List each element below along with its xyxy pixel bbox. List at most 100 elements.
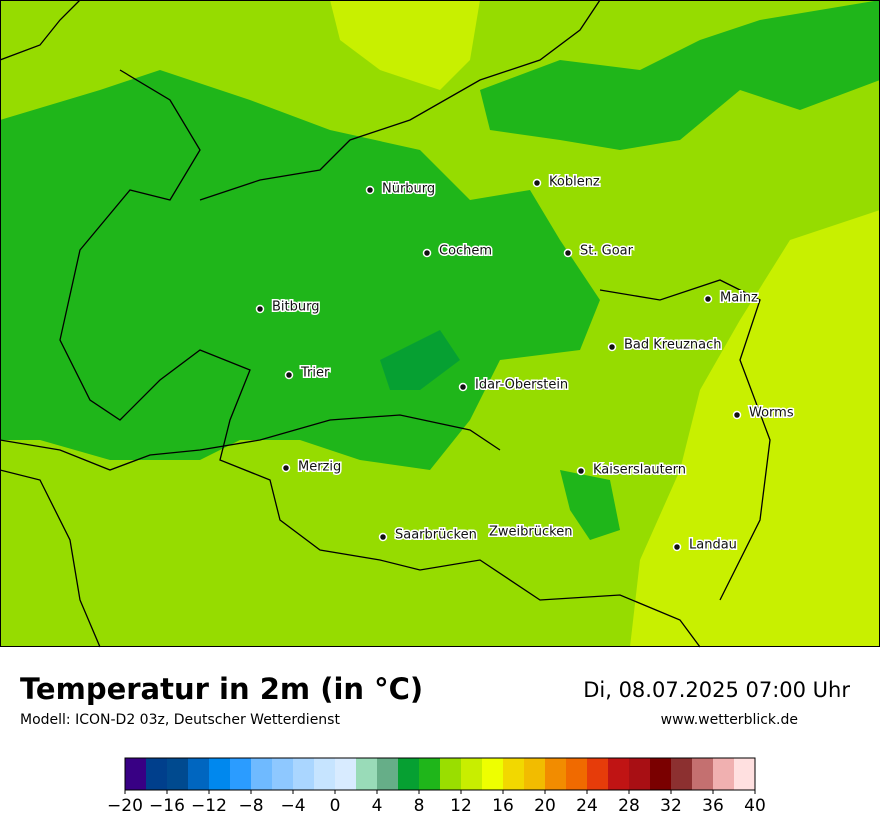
colorbar-segment — [377, 758, 399, 790]
city: Koblenz — [532, 173, 601, 191]
colorbar-segment — [314, 758, 336, 790]
city-label: St. Goar — [580, 244, 634, 259]
colorbar-segment — [734, 758, 756, 790]
colorbar-tick-label: 36 — [702, 796, 724, 816]
colorbar-segment — [713, 758, 735, 790]
city-dot — [607, 342, 617, 352]
colorbar-segment — [440, 758, 462, 790]
colorbar-segment — [230, 758, 252, 790]
border — [0, 414, 501, 471]
colorbar-segment — [188, 758, 210, 790]
city-label: Trier — [300, 366, 330, 381]
colorbar-segment — [671, 758, 693, 790]
border — [599, 279, 771, 601]
colorbar-tick-label: 16 — [492, 796, 514, 816]
city: Bitburg — [255, 298, 321, 316]
cool-area — [560, 470, 620, 540]
city-label: Koblenz — [549, 175, 600, 190]
colorbar-segment — [419, 758, 441, 790]
colorbar-tick-label: 12 — [450, 796, 472, 816]
map: Nürburg Koblenz Cochem St. Goar Bitburg … — [0, 0, 880, 648]
city: St. Goar — [563, 242, 635, 260]
colorbar-segment — [587, 758, 609, 790]
colorbar-segment — [524, 758, 546, 790]
colorbar-segment — [272, 758, 294, 790]
colorbar-tick-label: 0 — [330, 796, 341, 816]
colorbar-tick-label: −4 — [280, 796, 305, 816]
city-dot — [563, 248, 573, 258]
city-dot — [732, 410, 742, 420]
city-dot — [422, 248, 432, 258]
colorbar-segment — [398, 758, 420, 790]
city-label: Bad Kreuznach — [624, 338, 722, 353]
cool-area — [380, 330, 460, 390]
colorbar-tick-label: 40 — [744, 796, 766, 816]
city-dot — [672, 542, 682, 552]
city: Zweibrücken — [488, 523, 574, 541]
city-dot — [703, 294, 713, 304]
city: Kaiserslautern — [576, 461, 688, 479]
colorbar-segment — [650, 758, 672, 790]
city-dot — [255, 304, 265, 314]
city: Mainz — [703, 289, 760, 307]
border — [199, 0, 601, 201]
city-dot — [458, 382, 468, 392]
city-dot — [378, 532, 388, 542]
city: Worms — [732, 404, 795, 422]
city-label: Zweibrücken — [489, 525, 572, 540]
colorbar-tick-label: −20 — [107, 796, 143, 816]
city: Trier — [284, 364, 331, 382]
city: Merzig — [281, 458, 343, 476]
city-label: Saarbrücken — [395, 528, 477, 543]
colorbar-segment — [545, 758, 567, 790]
website: www.wetterblick.de — [661, 712, 798, 728]
colorbar-tick-label: 24 — [576, 796, 598, 816]
colorbar-segment — [209, 758, 231, 790]
colorbar-tick-label: 28 — [618, 796, 640, 816]
colorbar-tick-label: −8 — [238, 796, 263, 816]
colorbar-segment — [482, 758, 504, 790]
border — [0, 469, 101, 648]
colorbar-tick-label: −12 — [191, 796, 227, 816]
city-label: Cochem — [439, 244, 492, 259]
city-dot — [365, 185, 375, 195]
city-label: Bitburg — [272, 300, 320, 315]
colorbar-frame — [124, 757, 756, 791]
colorbar-tick-label: 20 — [534, 796, 556, 816]
title: Temperatur in 2m (in °C) — [20, 672, 423, 706]
colorbar-segment — [146, 758, 168, 790]
colorbar-tick-label: 8 — [414, 796, 425, 816]
city-label: Mainz — [720, 291, 758, 306]
city-label: Nürburg — [382, 182, 435, 197]
colorbar-segment — [566, 758, 588, 790]
city: Cochem — [422, 242, 494, 260]
colorbar-tick-label: 32 — [660, 796, 682, 816]
colorbar-segment — [692, 758, 714, 790]
border — [59, 69, 701, 648]
warm-area — [330, 0, 480, 90]
city-label: Kaiserslautern — [593, 463, 686, 478]
city-dot — [284, 370, 294, 380]
datetime: Di, 08.07.2025 07:00 Uhr — [583, 678, 850, 702]
colorbar-tick-label: 4 — [372, 796, 383, 816]
city-label: Worms — [749, 406, 794, 421]
colorbar: −20 −16 −12 −8 −4 0 4 8 12 16 20 24 28 32 36 40 — [107, 757, 766, 816]
colorbar-segment — [461, 758, 483, 790]
city-dot — [576, 466, 586, 476]
cool-area — [0, 70, 600, 470]
city: Nürburg — [365, 180, 437, 198]
city-label: Idar-Oberstein — [475, 378, 568, 393]
city: Idar-Oberstein — [458, 376, 570, 394]
city: Saarbrücken — [378, 526, 478, 544]
colorbar-segment — [251, 758, 273, 790]
city: Bad Kreuznach — [607, 336, 723, 354]
colorbar-segment — [293, 758, 315, 790]
city-dot — [281, 463, 291, 473]
cool-area — [480, 0, 880, 150]
warm-area — [630, 210, 880, 647]
colorbar-segment — [503, 758, 525, 790]
border — [0, 0, 81, 61]
city: Landau — [672, 536, 738, 554]
